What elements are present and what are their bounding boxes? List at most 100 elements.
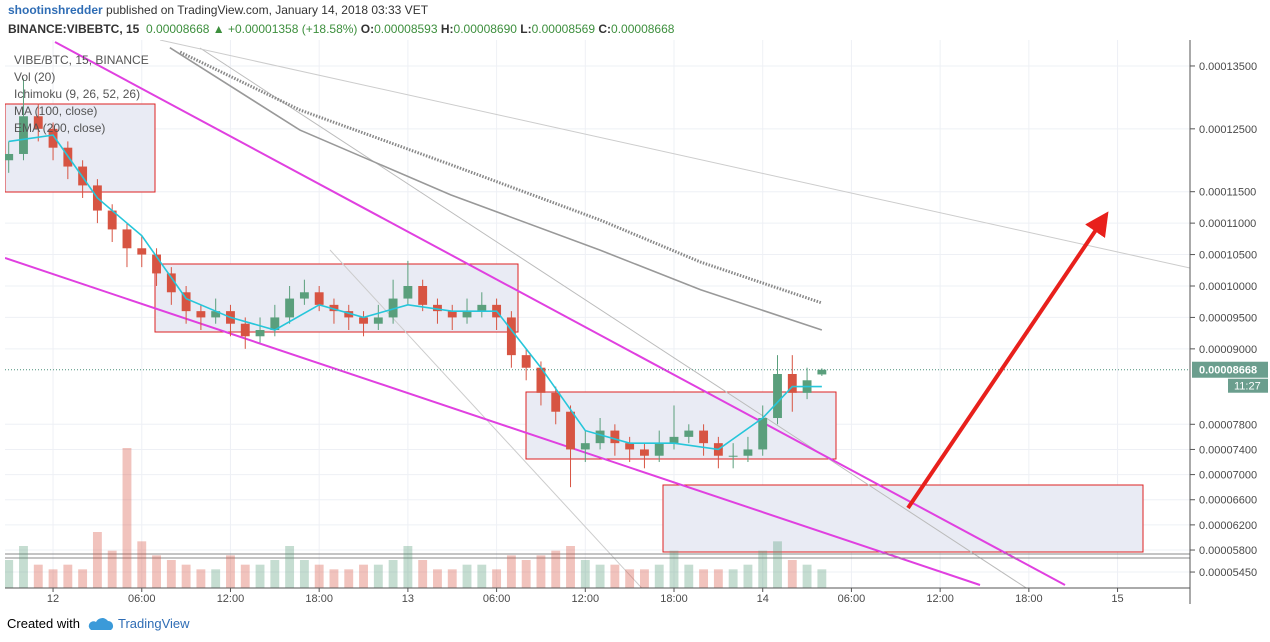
- volume-bar: [255, 564, 265, 588]
- volume-bar: [684, 564, 694, 588]
- x-tick-label: 18:00: [305, 593, 333, 605]
- candle-body: [285, 298, 295, 318]
- x-tick-label: 12: [47, 593, 59, 605]
- candle-body: [196, 311, 206, 318]
- box: [154, 263, 519, 333]
- candle-body: [329, 304, 339, 312]
- last-price: 0.00008668: [146, 22, 210, 36]
- volume-bar: [447, 569, 457, 588]
- volume-bar: [536, 555, 546, 588]
- ohlc-key: H:: [440, 22, 454, 36]
- y-tick-label: 0.00010500: [1199, 250, 1257, 262]
- candle-body: [152, 254, 161, 274]
- volume-bar: [640, 569, 649, 588]
- x-tick-label: 06:00: [483, 593, 511, 605]
- volume-bar: [285, 546, 295, 588]
- candle-body: [728, 455, 738, 457]
- candle-body: [19, 116, 28, 154]
- ohlc-value: 0.00008668: [611, 22, 675, 36]
- candle-body: [743, 449, 753, 456]
- candle-body: [359, 317, 368, 324]
- author[interactable]: shootinshredder: [8, 3, 103, 17]
- candle-body: [388, 298, 398, 318]
- marks: [5, 47, 1190, 588]
- volume-bar: [521, 560, 531, 588]
- published: published on TradingView.com, January 14…: [106, 3, 429, 17]
- ohlc-key: O:: [360, 22, 375, 36]
- y-tick-label: 0.00012500: [1199, 124, 1257, 136]
- trend-line: [5, 257, 981, 586]
- volume-bar: [137, 541, 147, 588]
- x-tick-label: 13: [402, 593, 414, 605]
- chart: VIBE/BTC, 15, BINANCE Vol (20) Ichimoku (9…: [5, 40, 1268, 605]
- volume-bar: [403, 546, 413, 588]
- annotations: [5, 40, 1190, 588]
- volume-bar: [817, 569, 827, 588]
- volume-bar: [610, 564, 620, 588]
- candle-body: [373, 317, 383, 324]
- y-tick-label: 0.00011500: [1199, 187, 1256, 199]
- x-tick-label: 12:00: [926, 593, 954, 605]
- candle-body: [817, 369, 827, 375]
- candle-body: [122, 229, 132, 249]
- countdown-tag: [1228, 378, 1268, 393]
- volume-bar: [19, 546, 28, 588]
- ohlc-key: C:: [598, 22, 612, 36]
- x-tick-label: 12:00: [217, 593, 245, 605]
- candle-body: [566, 411, 575, 450]
- volume-bar: [344, 569, 354, 588]
- volume-bar: [373, 564, 383, 588]
- legend-entry: Ichimoku (9, 26, 52, 26): [14, 87, 140, 101]
- volume-bar: [728, 569, 738, 588]
- volume-bar: [743, 564, 753, 588]
- volume-bar: [625, 569, 635, 588]
- candle-body: [787, 374, 797, 393]
- candle-body: [669, 436, 679, 444]
- legend-entry: MA (100, close): [14, 104, 97, 118]
- volume-bar: [462, 564, 472, 588]
- volume-bar: [122, 448, 132, 588]
- created: Created with: [7, 616, 80, 631]
- box: [662, 484, 1144, 553]
- ohlc-value: 0.00008569: [531, 22, 596, 36]
- y-tick-label: 0.00011000: [1199, 218, 1256, 230]
- trend-line: [199, 47, 1028, 588]
- volume-bar: [196, 569, 206, 588]
- candle-body: [595, 430, 605, 444]
- volume-bar: [78, 569, 88, 588]
- price-tag: [1192, 361, 1268, 378]
- y-tick-label: 0.00007400: [1199, 444, 1257, 456]
- box: [525, 391, 837, 460]
- candle-body: [240, 323, 250, 337]
- candle-body: [758, 418, 768, 450]
- x-tick-label: 15: [1111, 593, 1123, 605]
- volume-bar: [240, 564, 250, 588]
- volume-bar: [758, 550, 768, 588]
- volume-bar: [107, 550, 117, 588]
- candle-body: [506, 317, 516, 356]
- volume-bar: [226, 555, 235, 588]
- candle-body: [699, 430, 709, 444]
- candle-body: [521, 355, 531, 368]
- candle-body: [181, 292, 191, 312]
- candle-body: [447, 311, 457, 318]
- volume-bar: [270, 560, 280, 588]
- candle-body: [684, 430, 694, 437]
- volume-bar: [773, 541, 782, 588]
- volume-bar: [211, 569, 221, 588]
- volume-bar: [388, 560, 398, 588]
- x-tick-label: 06:00: [838, 593, 866, 605]
- volume-bar: [506, 555, 516, 588]
- y-tick-label: 0.00007000: [1199, 470, 1257, 482]
- brand[interactable]: TradingView: [118, 616, 190, 631]
- symbol: BINANCE:VIBEBTC, 15: [8, 22, 140, 36]
- candle-body: [344, 311, 354, 318]
- volume-bar: [802, 564, 812, 588]
- volume-bar: [477, 564, 487, 588]
- y-tick-label: 0.00006600: [1199, 495, 1257, 507]
- header-line: shootinshredder published on TradingView…: [8, 3, 428, 17]
- candle-body: [299, 292, 309, 299]
- candle-body: [33, 116, 43, 129]
- indicator-line: [179, 50, 823, 305]
- y-tick-label: 0.00005450: [1199, 567, 1257, 579]
